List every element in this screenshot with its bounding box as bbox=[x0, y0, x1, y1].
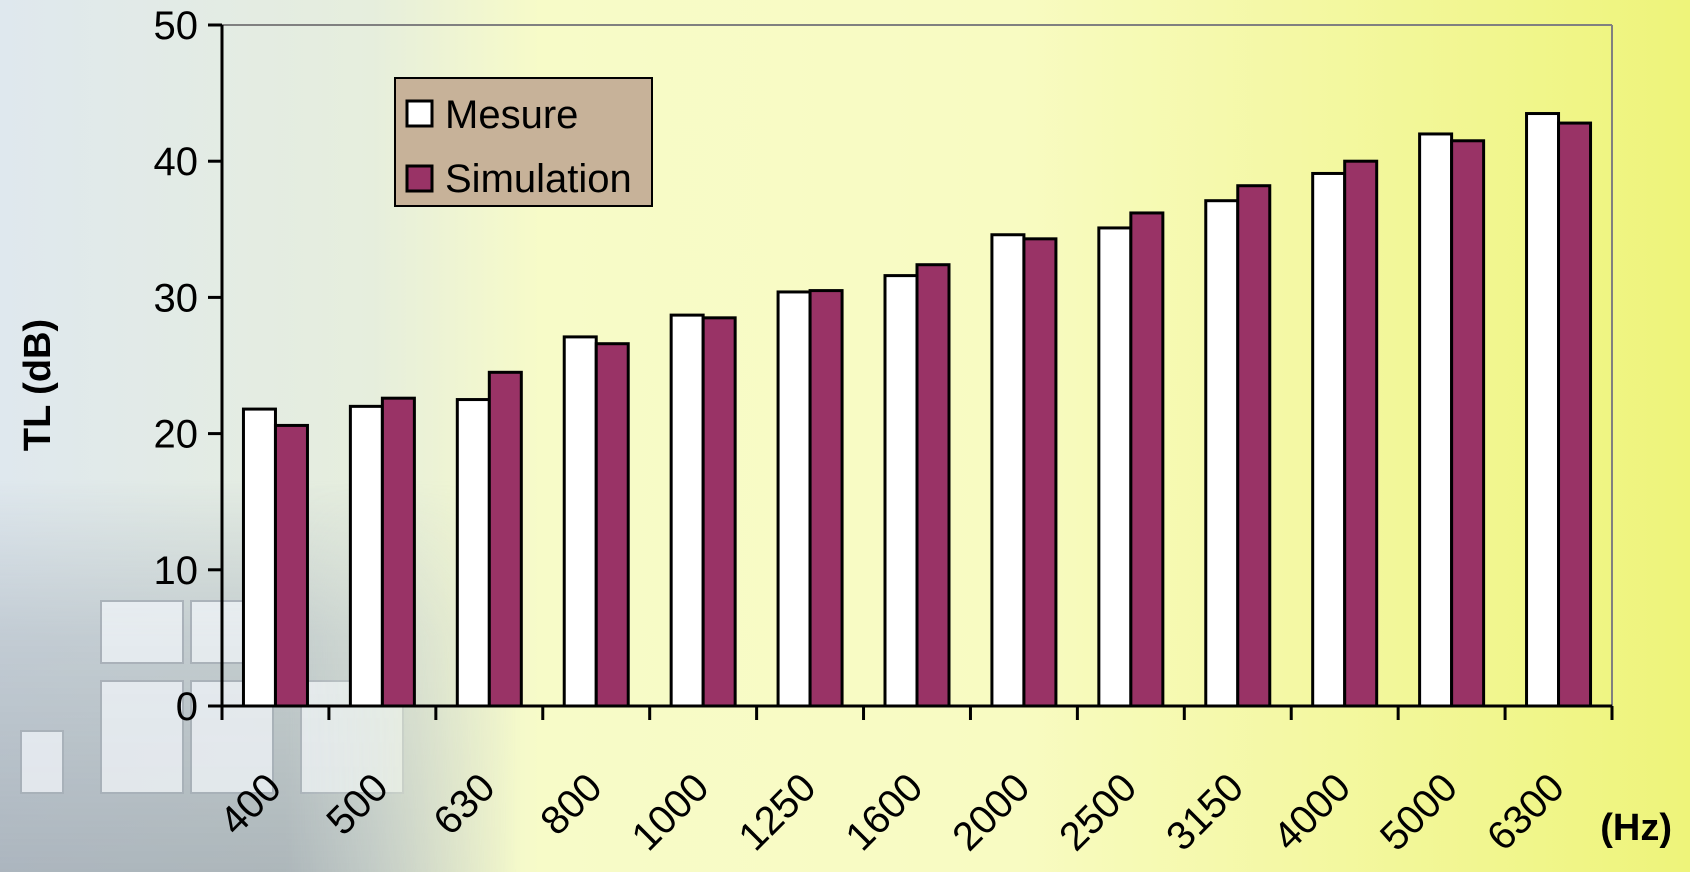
legend: Mesure Simulation bbox=[394, 77, 653, 207]
x-tick-label: 400 bbox=[212, 765, 290, 843]
bar-mesure-2000 bbox=[990, 233, 1026, 708]
bar-mesure-400 bbox=[241, 407, 277, 708]
bar-simulation-630 bbox=[487, 370, 523, 708]
legend-swatch-mesure bbox=[405, 99, 434, 128]
bar-simulation-4000 bbox=[1343, 159, 1379, 708]
legend-label-simulation: Simulation bbox=[445, 157, 632, 201]
bar-mesure-500 bbox=[348, 404, 384, 708]
x-tick-label: 1250 bbox=[730, 765, 824, 859]
bar-simulation-400 bbox=[273, 423, 309, 708]
y-tick-label: 50 bbox=[154, 4, 199, 48]
y-tick-label: 40 bbox=[154, 140, 199, 184]
bar-mesure-6300 bbox=[1525, 112, 1561, 708]
bar-simulation-5000 bbox=[1450, 139, 1486, 708]
x-tick-label: 6300 bbox=[1479, 765, 1573, 859]
y-tick-label: 0 bbox=[176, 685, 198, 729]
x-axis: 400 500 630 800 1000 1250 1600 2000 2500 3150 4000… bbox=[212, 704, 1614, 859]
bar-simulation-6300 bbox=[1557, 121, 1593, 708]
y-axis: 0 10 20 30 40 50 bbox=[154, 4, 224, 729]
x-tick-label: 1600 bbox=[837, 765, 931, 859]
y-tick-label: 30 bbox=[154, 276, 199, 320]
bars-group bbox=[241, 112, 1593, 708]
bar-mesure-2500 bbox=[1097, 226, 1133, 708]
x-tick-label: 630 bbox=[425, 765, 503, 843]
x-tick-label: 500 bbox=[318, 765, 396, 843]
x-tick-label: 1000 bbox=[623, 765, 717, 859]
plot-area bbox=[222, 24, 1613, 706]
y-axis-title: TL (dB) bbox=[17, 319, 59, 451]
bar-simulation-1000 bbox=[701, 316, 737, 708]
bar-simulation-2000 bbox=[1022, 237, 1058, 708]
bar-simulation-1250 bbox=[808, 289, 844, 708]
bar-mesure-1000 bbox=[669, 313, 705, 708]
bar-simulation-2500 bbox=[1129, 211, 1165, 708]
x-tick-label: 2500 bbox=[1051, 765, 1145, 859]
bar-mesure-630 bbox=[455, 398, 491, 708]
bar-simulation-1600 bbox=[915, 263, 951, 708]
x-axis-unit-label: (Hz) bbox=[1600, 807, 1672, 849]
x-tick-label: 2000 bbox=[944, 765, 1038, 859]
x-tick-label: 5000 bbox=[1372, 765, 1466, 859]
y-tick-label: 10 bbox=[154, 549, 199, 593]
bar-mesure-800 bbox=[562, 335, 598, 708]
legend-swatch-simulation bbox=[405, 164, 434, 193]
bar-mesure-3150 bbox=[1204, 199, 1240, 708]
bar-simulation-800 bbox=[594, 342, 630, 708]
legend-box bbox=[394, 77, 653, 207]
x-tick-label: 3150 bbox=[1158, 765, 1252, 859]
bar-mesure-5000 bbox=[1418, 132, 1454, 708]
y-tick-label: 20 bbox=[154, 413, 199, 457]
bar-mesure-1250 bbox=[776, 290, 812, 708]
bar-mesure-1600 bbox=[883, 274, 919, 708]
x-tick-label: 4000 bbox=[1265, 765, 1359, 859]
bar-simulation-500 bbox=[380, 396, 416, 708]
bar-mesure-4000 bbox=[1311, 171, 1347, 708]
legend-label-mesure: Mesure bbox=[445, 93, 578, 137]
x-tick-label: 800 bbox=[532, 765, 610, 843]
bar-simulation-3150 bbox=[1236, 184, 1272, 708]
